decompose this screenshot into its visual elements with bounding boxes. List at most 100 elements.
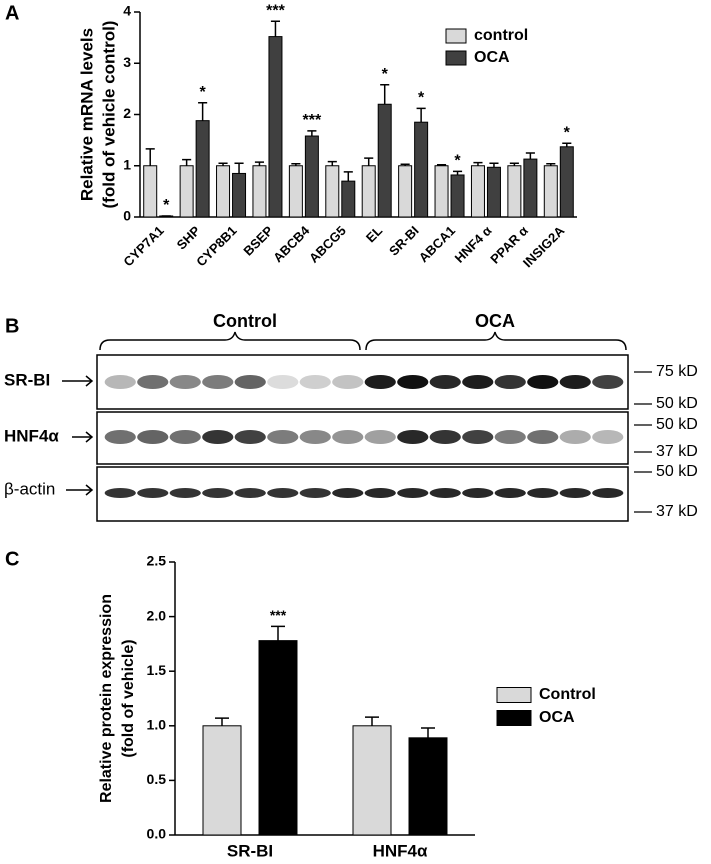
bar (202, 725, 242, 836)
group-label: OCA (475, 311, 515, 331)
y-tick-label: 2.5 (147, 553, 167, 569)
x-tick-label: ABCA1 (416, 223, 458, 265)
bar (507, 165, 522, 218)
band (234, 430, 266, 444)
band (267, 488, 299, 498)
group-label: Control (213, 311, 277, 331)
marker-label: 37 kD (656, 503, 698, 520)
band (299, 375, 331, 389)
x-tick-label: HNF4α (373, 841, 428, 860)
bar (470, 165, 485, 218)
band (137, 375, 169, 389)
band (332, 430, 364, 444)
band (494, 430, 526, 444)
marker-label: 50 kD (656, 463, 698, 480)
band (527, 430, 559, 444)
bar (543, 165, 558, 218)
y-tick-label: 0.0 (147, 826, 167, 842)
bar (304, 135, 319, 218)
row-label: SR-BI (4, 370, 50, 389)
band (592, 488, 624, 498)
marker-label: 50 kD (656, 395, 698, 412)
legend-swatch (496, 710, 532, 726)
band (397, 430, 429, 444)
band (429, 430, 461, 444)
error-bar (218, 162, 228, 166)
band (429, 488, 461, 498)
legend-label: OCA (539, 709, 575, 726)
bar (195, 120, 210, 218)
significance: * (163, 197, 170, 214)
band (202, 430, 234, 444)
error-bar (509, 162, 519, 166)
band (234, 375, 266, 389)
error-bar (380, 84, 390, 105)
band (494, 488, 526, 498)
bar (559, 146, 574, 218)
band (104, 430, 136, 444)
bar (341, 180, 356, 218)
x-tick-label: ABCB4 (270, 222, 313, 265)
band (104, 488, 136, 498)
bar (450, 174, 465, 218)
band (527, 488, 559, 498)
bracket (365, 331, 627, 351)
band (559, 488, 591, 498)
band (364, 430, 396, 444)
band (299, 488, 331, 498)
x-tick-label: EL (363, 223, 385, 245)
marker-label: 75 kD (656, 363, 698, 380)
error-bar (489, 162, 499, 168)
y-axis-label: (fold of vehicle) (120, 639, 137, 757)
error-bar (307, 130, 317, 137)
significance: *** (270, 607, 287, 623)
band (169, 430, 201, 444)
band (137, 430, 169, 444)
error-bar (421, 727, 435, 738)
band (364, 488, 396, 498)
marker-label: 37 kD (656, 443, 698, 460)
band (137, 488, 169, 498)
bar (325, 165, 340, 218)
error-bar (182, 158, 192, 166)
y-tick-label: 3 (123, 54, 131, 70)
bar (414, 121, 429, 218)
panel-label: A (5, 2, 19, 24)
band (462, 488, 494, 498)
bar (361, 165, 376, 218)
bar (523, 158, 538, 218)
error-bar (271, 625, 285, 641)
error-bar (198, 101, 208, 121)
error-bar (436, 163, 447, 166)
row-label: HNF4α (4, 426, 59, 445)
y-tick-label: 0.5 (147, 771, 167, 787)
y-tick-label: 0 (123, 208, 131, 224)
band (104, 375, 136, 389)
bar (232, 172, 247, 218)
row-label: β-actin (4, 479, 55, 498)
bar (258, 640, 298, 836)
y-tick-label: 1 (123, 156, 131, 172)
bar (352, 725, 392, 836)
x-tick-label: CYP8B1 (193, 223, 239, 269)
legend-label: Control (539, 686, 596, 703)
marker-label: 50 kD (656, 416, 698, 433)
bar (486, 166, 501, 218)
x-tick-label: INSIG2A (520, 223, 568, 271)
error-bar (215, 717, 229, 726)
bar (408, 737, 448, 836)
significance: * (454, 153, 461, 170)
significance: * (200, 84, 207, 101)
y-tick-label: 2.0 (147, 607, 167, 623)
arrows (62, 375, 94, 496)
band (397, 488, 429, 498)
error-bar (525, 152, 535, 160)
bar (216, 165, 231, 218)
band (559, 430, 591, 444)
significance: * (382, 66, 389, 83)
legend-label: control (474, 27, 528, 44)
error-bar (400, 163, 410, 166)
error-bar (365, 716, 379, 726)
bar (288, 165, 303, 218)
